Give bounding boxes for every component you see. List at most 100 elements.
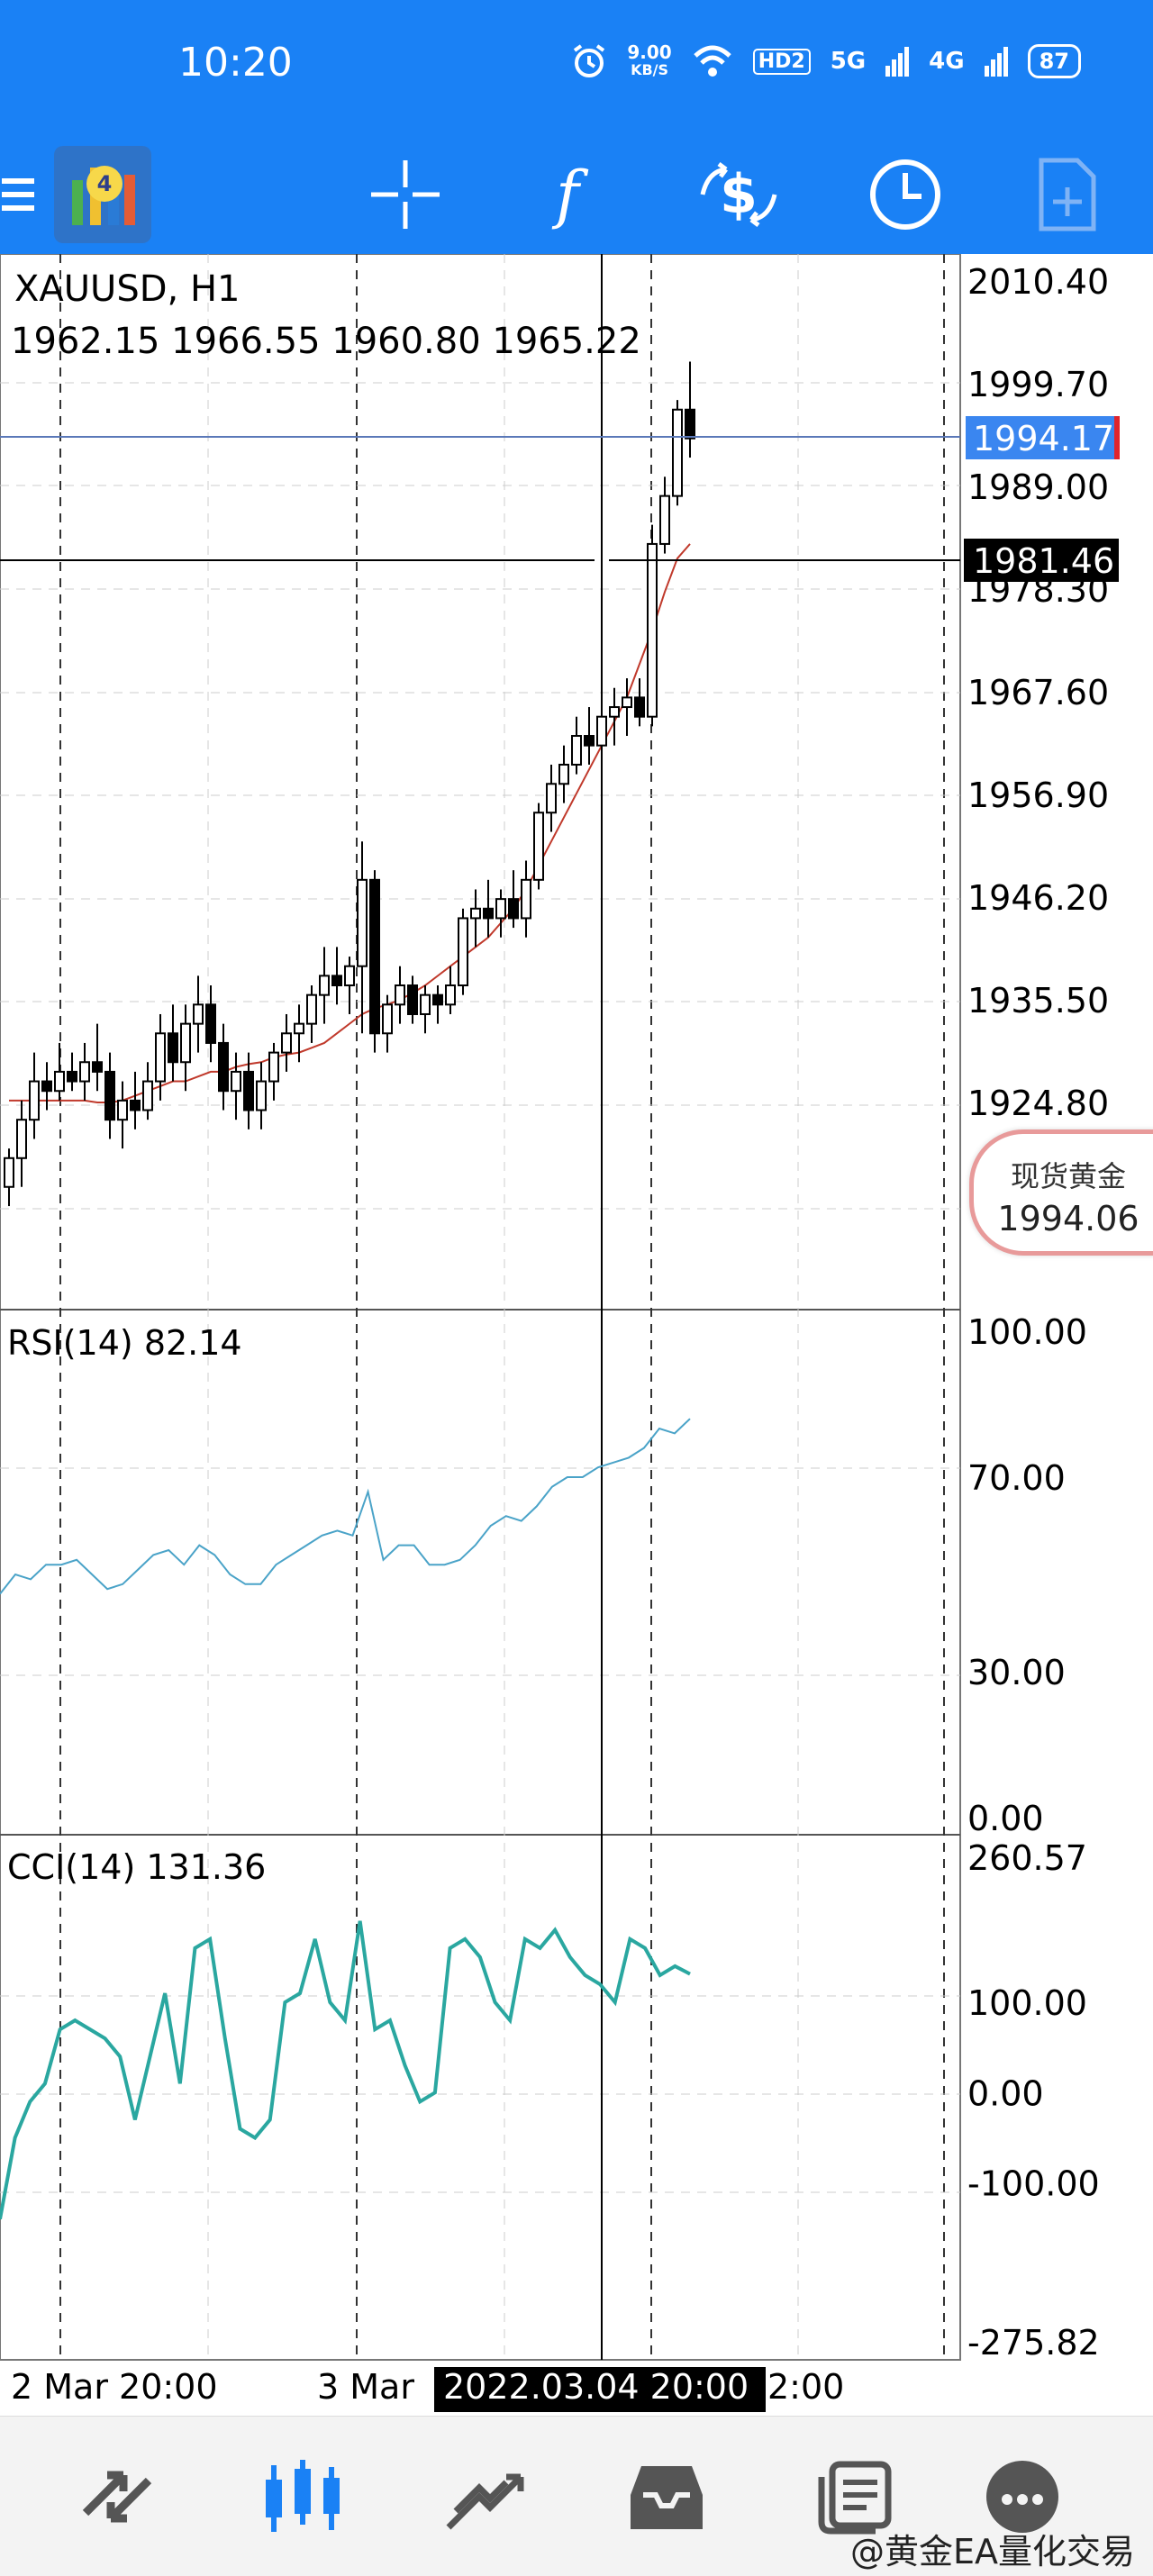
price-tick-label: 1946.20 (967, 878, 1109, 918)
candle-body (407, 984, 418, 1015)
price-tick-label: 1989.00 (967, 467, 1109, 507)
messages-icon (818, 2461, 892, 2534)
cci-tick-label: 100.00 (967, 1983, 1087, 2023)
candle-body (659, 494, 670, 545)
tab-quotes[interactable] (63, 2417, 171, 2576)
trade-button[interactable]: $ (685, 135, 793, 254)
cci-series (0, 1920, 691, 2220)
candle-body (521, 878, 531, 920)
tab-settings[interactable] (973, 2417, 1072, 2576)
candle-body (357, 878, 368, 967)
watermark-text: @黄金EA量化交易 (849, 2532, 1135, 2571)
candle (104, 1052, 115, 1139)
candle-body (558, 763, 569, 785)
signal-bars-icon (885, 47, 910, 77)
candle-body (672, 408, 683, 497)
candle-body (41, 1080, 52, 1093)
net-speed-value: 9.00 (627, 41, 672, 63)
candle-body (319, 975, 330, 996)
candle (193, 975, 204, 1053)
candle-body (596, 715, 607, 747)
crosshair-price-label: 1981.46 (973, 541, 1114, 581)
candle-body (432, 993, 443, 1006)
signal-bars-icon-2 (984, 47, 1008, 77)
candle (634, 678, 645, 727)
candle-body (130, 1099, 141, 1111)
candle (445, 966, 456, 1014)
rsi-tick-label: 70.00 (967, 1458, 1066, 1498)
candle-body (180, 1022, 191, 1064)
chart-toolbar: 4 f $ (0, 135, 1153, 254)
net-speed-unit: KB/S (631, 61, 669, 78)
candle-body (647, 542, 658, 718)
candle-body (382, 1003, 393, 1035)
candle (205, 985, 216, 1063)
candle-body (79, 1061, 90, 1083)
candle-body (395, 984, 405, 1006)
candle (294, 1004, 304, 1063)
bid-label-bg (966, 416, 1119, 459)
menu-button[interactable] (0, 135, 36, 254)
candle (256, 1062, 267, 1129)
status-bar: 10:20 9.00 KB/S HD2 5G 4G 87 (0, 0, 1153, 135)
chart-frame (0, 253, 961, 2361)
candle-body (117, 1099, 128, 1121)
spot-badge-title: 现货黄金 (1010, 1159, 1126, 1193)
candle (281, 1013, 292, 1072)
tab-chart[interactable] (243, 2417, 360, 2576)
chart-canvas[interactable]: XAUUSD, H1 1962.15 1966.55 1960.80 1965.… (0, 253, 1153, 2416)
candle (4, 1148, 14, 1207)
candle (344, 957, 355, 1014)
price-axis: 2010.401999.701989.001978.301967.601956.… (967, 262, 1109, 2363)
bottom-nav (0, 2416, 1153, 2576)
candle (495, 889, 506, 938)
candle-body (445, 984, 456, 1006)
app-logo-button[interactable]: 4 (50, 135, 155, 254)
signal-5g: 5G (830, 48, 867, 75)
candle (54, 1042, 65, 1101)
crosshair-button[interactable] (360, 135, 450, 254)
candle-body (369, 878, 380, 1035)
candle (268, 1042, 279, 1101)
candle (596, 687, 607, 756)
svg-text:f: f (551, 159, 589, 231)
candle (231, 1052, 241, 1120)
hamburger-icon (2, 178, 34, 211)
candle (92, 1023, 103, 1092)
chart-area[interactable]: XAUUSD, H1 1962.15 1966.55 1960.80 1965.… (0, 253, 1153, 2416)
indicators-button[interactable]: f (522, 135, 613, 254)
rsi-title: RSI(14) 82.14 (7, 1323, 242, 1363)
top-bar: 10:20 9.00 KB/S HD2 5G 4G 87 (0, 0, 1153, 254)
trade-icon: $ (700, 162, 777, 227)
signal-4g: 4G (929, 48, 965, 75)
candle-body (344, 965, 355, 987)
candle (521, 860, 531, 938)
candle (558, 745, 569, 803)
candle (483, 879, 494, 938)
candle (180, 1004, 191, 1092)
candle (243, 1052, 254, 1129)
hd-badge: HD2 (752, 48, 811, 75)
tab-messages[interactable] (802, 2417, 910, 2576)
candle-body (231, 1070, 241, 1093)
new-order-button[interactable] (1018, 135, 1117, 254)
svg-text:$: $ (720, 163, 758, 226)
candle (130, 1071, 141, 1129)
tab-history[interactable] (613, 2417, 721, 2576)
candle (29, 1052, 40, 1139)
candle (470, 889, 481, 948)
bid-label-marker (1114, 416, 1120, 459)
spot-gold-badge[interactable]: 现货黄金 1994.06 (969, 1129, 1153, 1256)
candle (546, 764, 557, 832)
candle-body (483, 907, 494, 920)
candle-body (685, 408, 695, 440)
candle (218, 1023, 229, 1111)
period-button[interactable] (856, 135, 955, 254)
time-label-right: 2:00 (767, 2367, 844, 2407)
candle-body (281, 1032, 292, 1054)
candle-body (458, 917, 468, 987)
candle (395, 966, 405, 1024)
tab-trade[interactable] (432, 2417, 540, 2576)
rsi-tick-label: 0.00 (967, 1799, 1044, 1838)
svg-text:4: 4 (97, 171, 113, 196)
